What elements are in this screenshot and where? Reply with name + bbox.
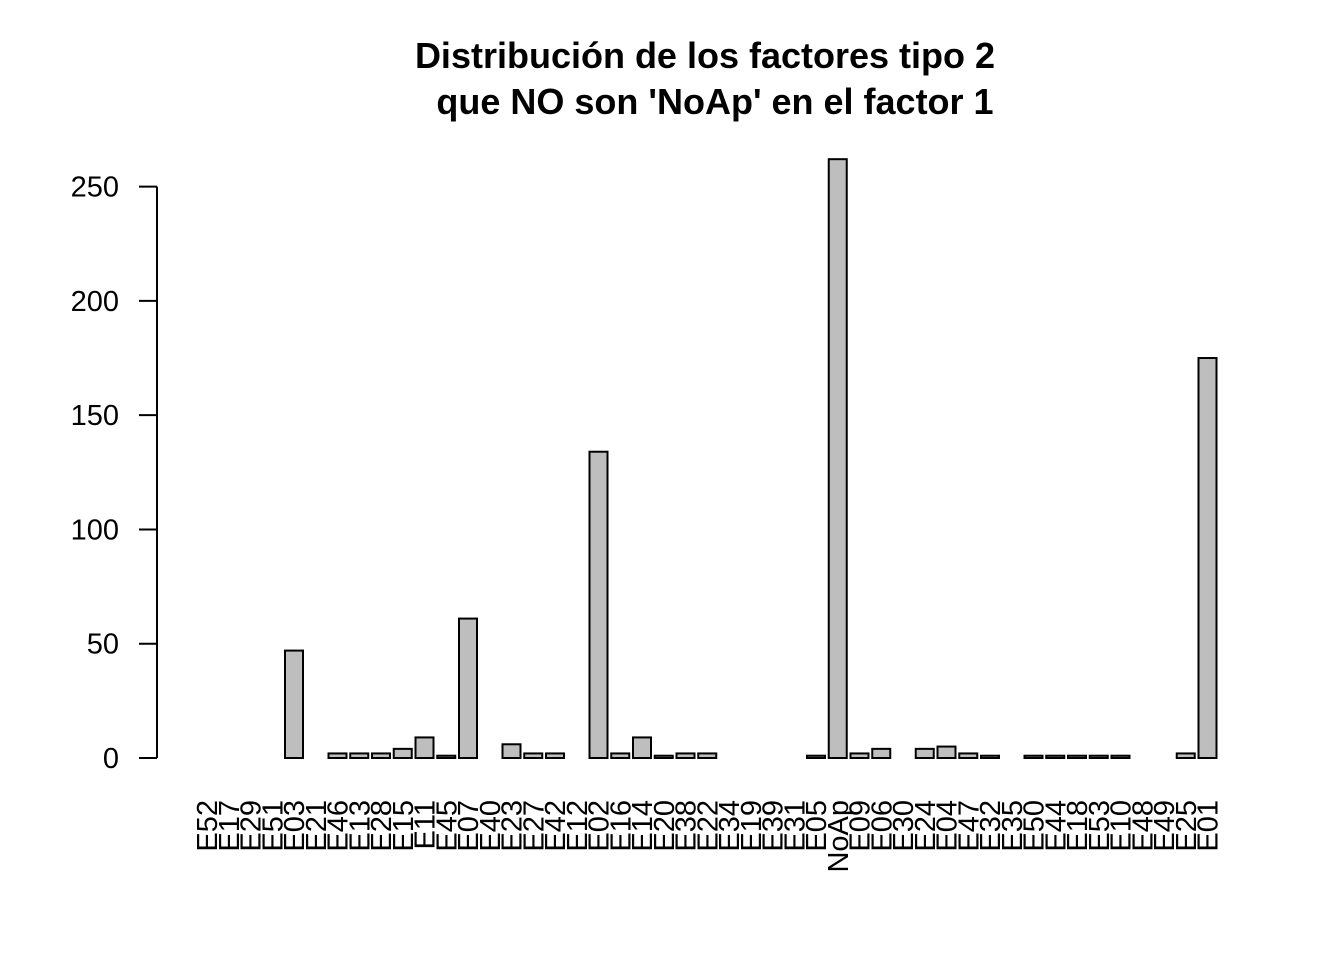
bar-e10 (1110, 754, 1131, 760)
bar-e42 (545, 752, 565, 759)
x-tick-label: E35 (997, 800, 1029, 852)
x-tick-label: NoAp (823, 800, 855, 873)
bar-e06 (871, 747, 892, 760)
x-tick-label: E03 (279, 800, 311, 852)
x-tick-label: E44 (1040, 800, 1072, 852)
x-tick-label: E21 (301, 800, 333, 852)
bar-e45 (436, 754, 457, 760)
x-tick-label: E32 (975, 800, 1007, 852)
bar-e32 (980, 754, 1000, 760)
bar-e22 (697, 752, 718, 759)
bar-e15 (392, 747, 413, 760)
bar-e24 (914, 747, 935, 760)
x-tick-label: E42 (540, 800, 572, 852)
bar-e16 (610, 752, 631, 759)
x-tick-label: E13 (344, 800, 376, 852)
x-tick-label: E17 (214, 800, 246, 852)
y-axis: 0 50 100 150 200 250 (71, 172, 158, 775)
x-tick-label: E19 (736, 800, 768, 852)
x-tick-label: E45 (431, 800, 463, 852)
x-tick-label: E34 (714, 800, 746, 852)
bar-e38 (675, 752, 696, 759)
bar-e46 (327, 752, 348, 759)
bar-e11 (414, 736, 435, 760)
x-tick-label: E18 (1062, 800, 1094, 852)
bar-e53 (1088, 754, 1109, 760)
x-tick-label: E11 (410, 800, 442, 849)
x-tick-label: E07 (453, 800, 485, 852)
y-tick-label: 50 (87, 629, 119, 661)
bar-e47 (958, 752, 979, 759)
bar-e14 (632, 736, 652, 760)
bar-e44 (1045, 754, 1066, 760)
x-tick-label: E24 (910, 800, 942, 852)
x-tick-label: E48 (1127, 800, 1159, 852)
y-tick-label: 150 (71, 400, 119, 432)
bar-e18 (1067, 754, 1087, 760)
chart-title-line-1: Distribución de los factores tipo 2 (415, 35, 995, 76)
x-tick-label: E50 (1019, 800, 1051, 852)
x-tick-label: E12 (562, 800, 594, 852)
bar-e09 (849, 752, 870, 759)
x-tick-label: E31 (779, 800, 811, 852)
bars (284, 158, 1218, 760)
x-tick-label: E49 (1149, 800, 1181, 852)
x-tick-label: E40 (475, 800, 507, 852)
bar-e27 (523, 752, 544, 759)
x-tick-label: E16 (605, 800, 637, 852)
bar-e23 (501, 743, 522, 759)
bar-e28 (371, 752, 391, 759)
x-tick-label: E53 (1084, 800, 1116, 852)
x-tick-label: E20 (649, 800, 681, 852)
bar-e03 (284, 649, 304, 759)
x-tick-label: E46 (323, 800, 355, 852)
x-tick-label: E04 (932, 800, 964, 852)
x-tick-label: E01 (1193, 800, 1225, 852)
x-axis-labels: E52E17E29E51E03E21E46E13E28E15E11E45E07E… (192, 800, 1225, 873)
bar-e20 (653, 754, 674, 760)
x-tick-label: E28 (366, 800, 398, 852)
x-tick-label: E27 (518, 800, 550, 852)
bar-e05 (806, 754, 826, 760)
x-tick-label: E39 (758, 800, 790, 852)
bar-e13 (349, 752, 370, 759)
y-tick-label: 100 (71, 514, 119, 546)
bar-e25 (1175, 752, 1196, 759)
x-tick-label: E47 (953, 800, 985, 852)
x-tick-label: E51 (257, 800, 289, 852)
x-tick-label: E05 (801, 800, 833, 852)
x-tick-label: E10 (1106, 800, 1138, 852)
chart-title-line-2: que NO son 'NoAp' en el factor 1 (436, 81, 993, 122)
bar-e50 (1023, 754, 1044, 760)
x-tick-label: E30 (888, 800, 920, 852)
x-tick-label: E22 (692, 800, 724, 852)
bar-e02 (588, 450, 609, 759)
bar-noap (827, 158, 848, 760)
y-tick-label: 0 (103, 743, 119, 775)
x-tick-label: E52 (192, 800, 224, 852)
x-tick-label: E29 (236, 800, 268, 852)
x-tick-label: E09 (845, 800, 877, 852)
x-tick-label: E14 (627, 800, 659, 852)
bar-e01 (1197, 357, 1218, 759)
y-tick-label: 250 (71, 172, 119, 204)
x-tick-label: E02 (584, 800, 616, 852)
bar-e04 (936, 745, 957, 760)
y-tick-label: 200 (71, 286, 119, 318)
x-tick-label: E23 (497, 800, 529, 852)
x-tick-label: E38 (671, 800, 703, 852)
x-tick-label: E25 (1171, 800, 1203, 852)
bar-e07 (458, 617, 478, 760)
x-tick-label: E06 (866, 800, 898, 852)
x-tick-label: E15 (388, 800, 420, 852)
